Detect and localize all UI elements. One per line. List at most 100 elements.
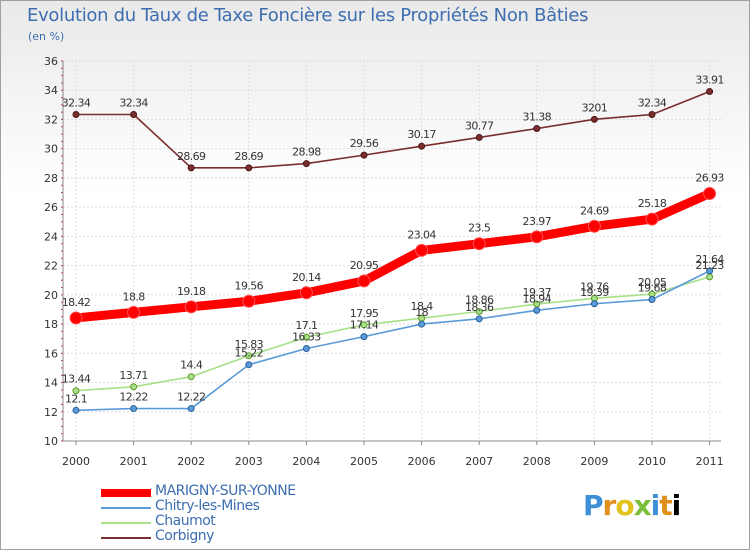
y-axis-unit: (en %) [28, 30, 65, 43]
data-label-corbigny-2010: 32.34 [638, 96, 667, 109]
point-marigny-sur-yonne-2003 [242, 294, 256, 308]
y-tick-label-32: 32 [44, 113, 58, 126]
data-label-chaumot-2001: 13.71 [119, 369, 148, 382]
point-chaumot-2003 [245, 352, 253, 360]
y-tick-label-22: 22 [44, 260, 58, 273]
x-tick-label-2009: 2009 [580, 455, 608, 468]
point-chaumot-2004 [302, 333, 310, 341]
x-tick-label-2011: 2011 [696, 455, 724, 468]
data-label-marigny-sur-yonne-2001: 18.8 [123, 290, 146, 303]
point-chaumot-2005 [360, 321, 368, 329]
y-tick-label-28: 28 [44, 172, 58, 185]
y-tick-label-18: 18 [44, 318, 58, 331]
series-line-chitry-les-mines [75, 270, 711, 412]
point-chitry-les-mines-2001 [130, 405, 138, 413]
data-label-chitry-les-mines-2008: 18.94 [523, 292, 552, 305]
data-label-corbigny-2001: 32.34 [119, 96, 148, 109]
series-line-marigny-sur-yonne [71, 189, 715, 323]
data-label-corbigny-2007: 30.77 [465, 119, 494, 132]
data-label-chaumot-2008: 19.37 [523, 286, 552, 299]
data-label-corbigny-2011: 33.91 [695, 74, 724, 87]
x-tick-label-2005: 2005 [350, 455, 378, 468]
data-label-chaumot-2003: 15.83 [235, 338, 264, 351]
legend-swatch-chitry [101, 506, 151, 509]
x-tick-label-2000: 2000 [62, 455, 90, 468]
y-tick-label-12: 12 [44, 406, 58, 419]
point-chitry-les-mines-2007 [475, 315, 483, 323]
point-marigny-sur-yonne-2005 [357, 274, 371, 288]
data-label-chitry-les-mines-2000: 12.1 [65, 392, 87, 405]
x-tick-label-2010: 2010 [638, 455, 666, 468]
y-tick-label-20: 20 [44, 289, 58, 302]
point-marigny-sur-yonne-2001 [127, 305, 141, 319]
series-line-chaumot [75, 276, 711, 392]
point-chaumot-2011 [706, 273, 714, 281]
data-label-corbigny-2006: 30.17 [407, 128, 436, 141]
point-chaumot-2007 [475, 308, 483, 316]
data-label-marigny-sur-yonne-2007: 23.5 [468, 222, 491, 235]
data-label-chaumot-2005: 17.95 [350, 307, 379, 320]
data-label-corbigny-2003: 28.69 [235, 150, 264, 163]
point-marigny-sur-yonne-2006 [415, 243, 429, 257]
point-marigny-sur-yonne-2007 [472, 237, 486, 251]
x-tick-label-2008: 2008 [523, 455, 551, 468]
data-label-corbigny-2005: 29.56 [350, 137, 379, 150]
data-label-marigny-sur-yonne-2010: 25.18 [638, 197, 667, 210]
data-label-marigny-sur-yonne-2011: 26.93 [695, 172, 724, 185]
point-chitry-les-mines-2003 [245, 361, 253, 369]
data-label-corbigny-2009: 3201 [582, 101, 608, 114]
proxiti-logo: Proxiti [583, 489, 681, 522]
point-corbigny-2001 [130, 110, 138, 118]
axes: 10 12 14 16 18 20 22 24 26 28 30 32 34 36 2000 2001 2002… [44, 55, 724, 468]
point-marigny-sur-yonne-2004 [299, 286, 313, 300]
data-label-chaumot-2007: 18.86 [465, 294, 494, 307]
point-corbigny-2000 [72, 110, 80, 118]
data-label-marigny-sur-yonne-2009: 24.69 [580, 204, 609, 217]
x-tick-label-2002: 2002 [177, 455, 205, 468]
grid-lines [63, 60, 721, 442]
chart-title: Evolution du Taux de Taxe Foncière sur l… [27, 5, 589, 26]
data-label-corbigny-2004: 28.98 [292, 146, 321, 159]
point-chitry-les-mines-2010 [648, 296, 656, 304]
point-chitry-les-mines-2006 [418, 320, 426, 328]
point-chitry-les-mines-2005 [360, 333, 368, 341]
y-tick-label-26: 26 [44, 201, 58, 214]
point-chaumot-2000 [72, 387, 80, 395]
data-label-chaumot-2002: 14.4 [180, 359, 203, 372]
legend-label-chitry: Chitry-les-Mines [155, 498, 260, 514]
data-label-chitry-les-mines-2007: 18.36 [465, 301, 494, 314]
legend-label-corbigny: Corbigny [155, 528, 214, 544]
point-corbigny-2006 [418, 142, 426, 150]
y-tick-label-34: 34 [44, 84, 58, 97]
point-chitry-les-mines-2002 [187, 405, 195, 413]
data-label-chaumot-2011: 21.23 [695, 259, 724, 272]
data-label-marigny-sur-yonne-2002: 19.18 [177, 285, 206, 298]
point-marigny-sur-yonne-2011 [703, 187, 717, 201]
line-chart: 10 12 14 16 18 20 22 24 26 28 30 32 34 36 2000 2001 2002… [44, 55, 725, 468]
series-line-corbigny [75, 90, 711, 169]
point-chaumot-2002 [187, 373, 195, 381]
point-chaumot-2001 [130, 383, 138, 391]
data-label-marigny-sur-yonne-2005: 20.95 [350, 259, 379, 272]
data-label-chitry-les-mines-2010: 19.68 [638, 282, 667, 295]
data-label-chitry-les-mines-2005: 17.14 [350, 319, 379, 332]
data-label-marigny-sur-yonne-2008: 23.97 [523, 215, 552, 228]
point-chitry-les-mines-2004 [302, 344, 310, 352]
series-layer [69, 88, 717, 414]
data-label-chaumot-2000: 13.44 [62, 373, 91, 386]
point-chitry-les-mines-2000 [72, 406, 80, 414]
data-label-corbigny-2008: 31.38 [523, 111, 552, 124]
point-marigny-sur-yonne-2009 [587, 219, 601, 233]
x-tick-label-2001: 2001 [120, 455, 148, 468]
y-tick-label-16: 16 [44, 347, 58, 360]
y-tick-label-24: 24 [44, 230, 58, 243]
point-corbigny-2004 [302, 160, 310, 168]
legend-label-marigny: MARIGNY-SUR-YONNE [155, 483, 296, 499]
data-label-chitry-les-mines-2003: 15.22 [235, 347, 264, 360]
legend-label-chaumot: Chaumot [155, 513, 216, 529]
data-label-chitry-les-mines-2006: 18 [415, 306, 428, 319]
point-corbigny-2007 [475, 133, 483, 141]
x-tick-label-2004: 2004 [292, 455, 320, 468]
point-chitry-les-mines-2009 [590, 300, 598, 308]
